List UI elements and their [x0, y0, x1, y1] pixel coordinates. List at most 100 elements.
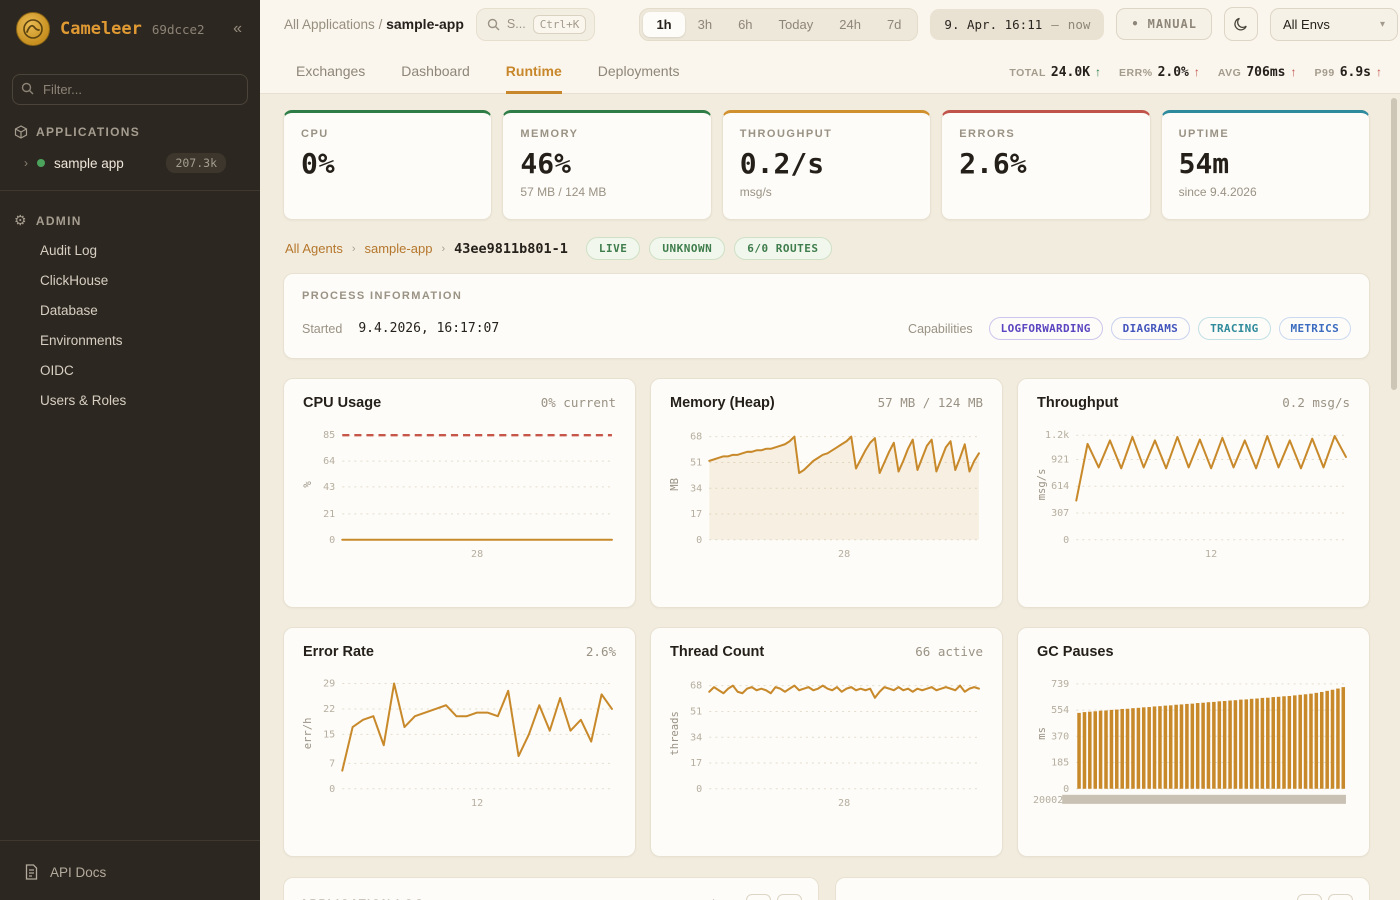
breadcrumb-all-applications[interactable]: All Applications: [284, 17, 375, 32]
svg-text:msg/s: msg/s: [1036, 469, 1048, 501]
stat-err-pct: ERR% 2.0% ↑: [1119, 65, 1200, 80]
chart-plot: 01853705547392000200020002000ms: [1033, 679, 1346, 806]
sidebar-item-sample-app[interactable]: › sample app 207.3k: [0, 145, 260, 181]
chart-title: Thread Count: [670, 644, 765, 660]
time-range-3h[interactable]: 3h: [697, 16, 713, 32]
time-range-6h[interactable]: 6h: [738, 16, 753, 32]
svg-text:err/h: err/h: [302, 718, 314, 750]
chevron-right-icon: ›: [441, 242, 446, 255]
svg-text:0: 0: [329, 535, 335, 546]
svg-text:51: 51: [690, 707, 702, 718]
stat-p99: P99 6.9s ↑: [1314, 65, 1383, 80]
time-range-7d[interactable]: 7d: [886, 16, 902, 32]
tabs-bar: Exchanges Dashboard Runtime Deployments …: [260, 48, 1400, 94]
sidebar-item-audit-log[interactable]: Audit Log: [40, 242, 98, 258]
thread-count-plot: 0 17 34 51 68 28 threads: [665, 666, 988, 825]
sidebar-collapse-button[interactable]: «: [233, 20, 242, 37]
sidebar-item-database[interactable]: Database: [40, 302, 98, 318]
vertical-scrollbar[interactable]: [1391, 98, 1397, 390]
svg-text:MB: MB: [669, 478, 681, 491]
expand-chevron-icon[interactable]: ›: [24, 156, 28, 170]
document-icon: [25, 864, 38, 880]
chart-plot: 0 7 15 22 29 12 err/h: [302, 679, 613, 809]
svg-text:43: 43: [323, 482, 335, 493]
filter-input[interactable]: [12, 74, 248, 105]
svg-text:34: 34: [690, 483, 702, 494]
chart-current-value: 57 MB / 124 MB: [877, 395, 983, 410]
tab-runtime[interactable]: Runtime: [505, 63, 562, 94]
memory-heap-plot: 0 17 34 51 68 28 MB: [665, 417, 988, 576]
sidebar-filter: [12, 74, 248, 105]
charts-row-2: Error Rate 2.6% 0 7 15 22 29 12 err/h Thread Co…: [283, 627, 1370, 857]
metric-card-memory: MEMORY 46% 57 MB / 124 MB: [502, 110, 712, 220]
refresh-button[interactable]: [776, 894, 802, 900]
routes-badge: 6/0 ROUTES: [734, 237, 832, 260]
search-icon: [487, 18, 500, 30]
bottom-row: APPLICATION LOG 100 entries Timeline 4 e…: [283, 877, 1370, 900]
moon-icon: [1234, 17, 1247, 31]
search-shortcut-badge: Ctrl+K: [532, 14, 587, 34]
env-select[interactable]: All Envs ▾: [1269, 7, 1398, 41]
refresh-button[interactable]: [1328, 894, 1353, 900]
capabilities-label: Capabilities: [908, 321, 973, 336]
svg-text:28: 28: [838, 549, 850, 560]
sidebar: Cameleer 69dcce2 « APPLICATIONS › sample…: [0, 0, 260, 900]
manual-refresh-button[interactable]: • MANUAL: [1116, 8, 1212, 40]
chart-current-value: 2.6%: [585, 644, 616, 659]
chart-current-value: 0.2 msg/s: [1282, 395, 1350, 410]
svg-text:64: 64: [323, 456, 335, 467]
gc-pauses-plot: 01853705547392000200020002000ms: [1032, 666, 1355, 825]
app-status-dot: [37, 159, 45, 167]
process-info-title: PROCESS INFORMATION: [302, 290, 463, 302]
date-separator: —: [1051, 16, 1059, 32]
summary-stats: TOTAL 24.0K ↑ ERR% 2.0% ↑ AVG 706ms ↑ P9…: [1009, 65, 1382, 93]
sidebar-item-oidc[interactable]: OIDC: [40, 362, 74, 378]
up-arrow-icon: ↑: [1290, 65, 1297, 79]
admin-label: ADMIN: [35, 213, 82, 228]
cpu-usage-plot: 0 21 43 64 85 28%: [298, 417, 621, 576]
sidebar-footer: API Docs: [0, 831, 260, 900]
sidebar-item-clickhouse[interactable]: ClickHouse: [40, 272, 109, 288]
metric-card-cpu: CPU 0%: [283, 110, 493, 220]
svg-text:554: 554: [1051, 705, 1069, 716]
chart-title: Memory (Heap): [670, 395, 775, 411]
date-to: now: [1067, 16, 1091, 32]
up-arrow-icon: ↑: [1376, 65, 1382, 79]
sidebar-footer-divider: [0, 840, 260, 841]
unknown-badge: UNKNOWN: [649, 237, 726, 260]
chart-title: GC Pauses: [1037, 644, 1114, 660]
search-placeholder: S...: [506, 17, 526, 31]
download-button[interactable]: [1297, 894, 1322, 900]
download-button[interactable]: [745, 894, 771, 900]
tab-dashboard[interactable]: Dashboard: [401, 63, 470, 79]
env-select-value: All Envs: [1282, 16, 1330, 32]
all-agents-link[interactable]: All Agents: [285, 241, 343, 256]
svg-text:68: 68: [690, 432, 702, 443]
time-range-today[interactable]: Today: [778, 16, 814, 32]
time-range-24h[interactable]: 24h: [839, 16, 861, 32]
sample-app-link[interactable]: sample-app: [364, 241, 433, 256]
sidebar-item-users-roles[interactable]: Users & Roles: [40, 392, 127, 408]
global-search-button[interactable]: S... Ctrl+K: [475, 7, 596, 41]
chart-plot: 0 21 43 64 85 28%: [302, 430, 613, 560]
time-range-1h[interactable]: 1h: [643, 11, 685, 37]
tab-deployments[interactable]: Deployments: [597, 63, 680, 79]
tab-exchanges[interactable]: Exchanges: [296, 63, 366, 79]
svg-text:51: 51: [690, 458, 702, 469]
svg-text:0: 0: [696, 535, 702, 546]
svg-text:68: 68: [690, 681, 702, 692]
sidebar-item-api-docs[interactable]: API Docs: [0, 850, 260, 900]
live-badge: LIVE: [585, 237, 641, 260]
stat-total: TOTAL 24.0K ↑: [1009, 65, 1102, 80]
agent-breadcrumb: All Agents › sample-app › 43ee9811b801-1…: [285, 237, 1368, 260]
sidebar-item-environments[interactable]: Environments: [40, 332, 123, 348]
date-range-picker[interactable]: 9. Apr. 16:11 — now: [930, 8, 1105, 40]
app-count-badge: 207.3k: [166, 153, 226, 173]
date-from: 9. Apr. 16:11: [944, 16, 1043, 32]
chart-plot: 0 17 34 51 68 28 MB: [669, 432, 980, 560]
log-entries-count: 100 entries: [652, 898, 731, 900]
theme-toggle-button[interactable]: [1223, 7, 1258, 41]
chevron-right-icon: ›: [351, 242, 356, 255]
metric-card-throughput: THROUGHPUT 0.2/s msg/s: [721, 110, 932, 220]
process-information-card: PROCESS INFORMATION Started 9.4.2026, 16…: [283, 273, 1370, 359]
